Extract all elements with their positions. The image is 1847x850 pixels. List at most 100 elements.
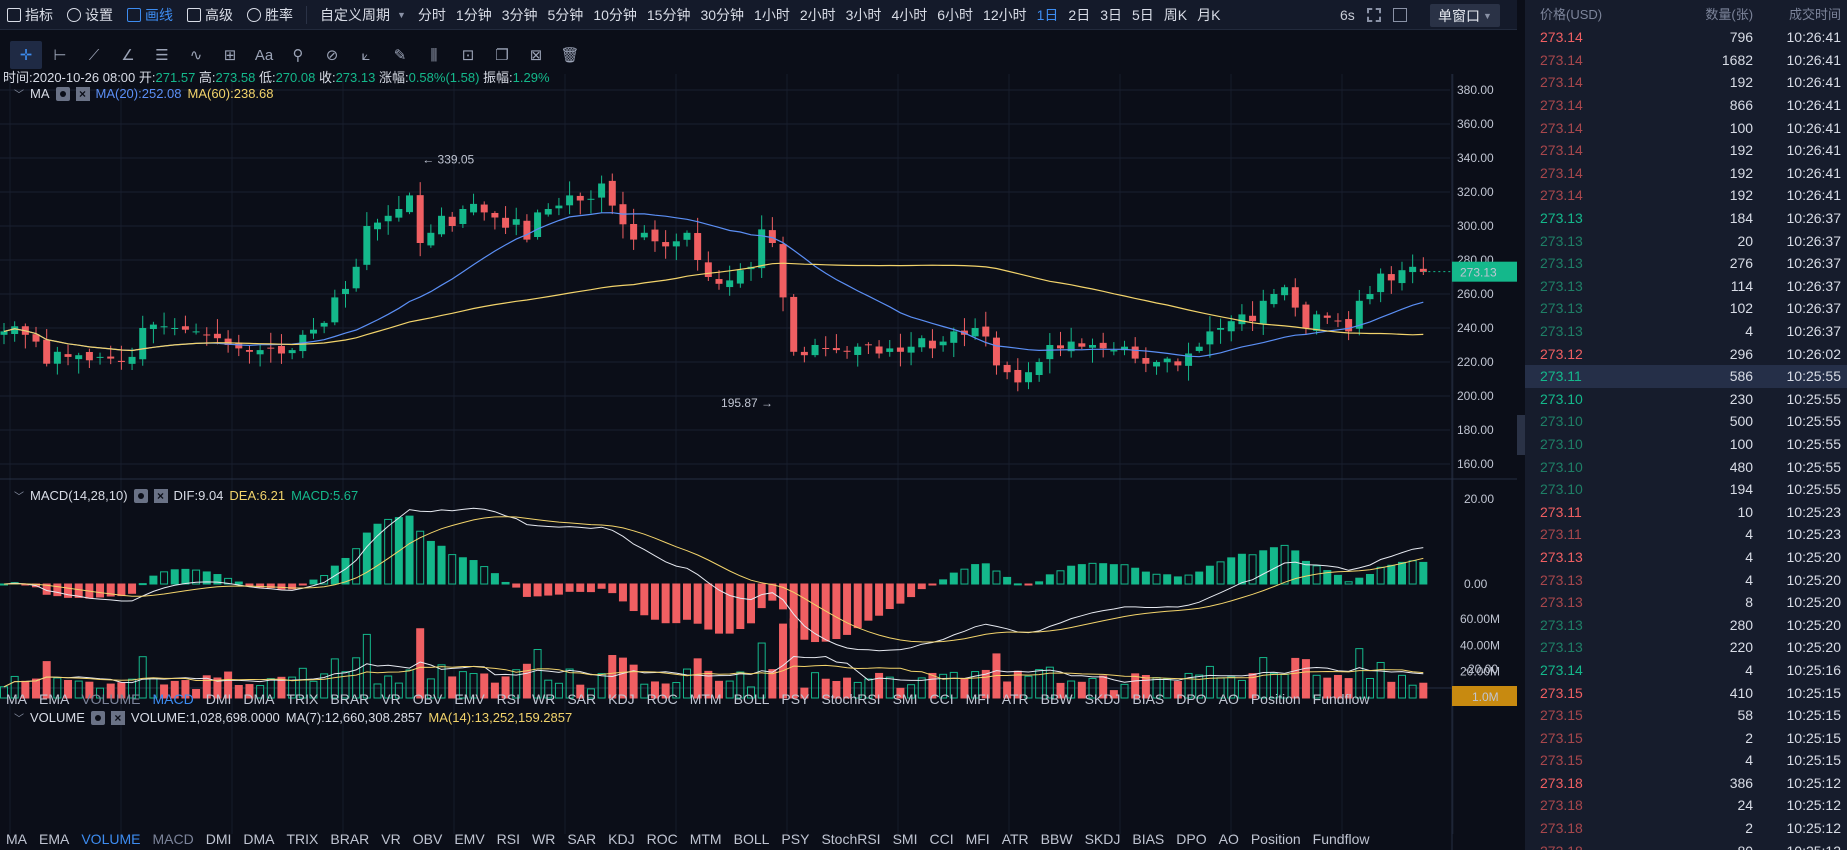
- close-icon[interactable]: ×: [110, 710, 125, 725]
- trade-row[interactable]: 273.15 2 10:25:15: [1525, 726, 1847, 749]
- collapse-chevron-icon[interactable]: ﹀: [14, 492, 24, 503]
- indicator-tab[interactable]: BIAS: [1132, 691, 1165, 707]
- trade-row[interactable]: 273.14 796 10:26:41: [1525, 26, 1847, 49]
- indicator-tab[interactable]: MTM: [689, 691, 722, 707]
- toolbar-item-4[interactable]: 胜率: [240, 0, 300, 30]
- period-option[interactable]: 12小时: [983, 6, 1027, 23]
- trade-row[interactable]: 273.14 192 10:26:41: [1525, 184, 1847, 207]
- period-option[interactable]: 2小时: [799, 6, 836, 23]
- trade-row[interactable]: 273.13 220 10:25:20: [1525, 636, 1847, 659]
- period-option[interactable]: 10分钟: [593, 6, 637, 23]
- window-select[interactable]: 单窗口 ▼: [1430, 4, 1500, 27]
- trade-row[interactable]: 273.10 230 10:25:55: [1525, 388, 1847, 411]
- period-option[interactable]: 1小时: [754, 6, 790, 23]
- toolbar-item-3[interactable]: 高级: [180, 0, 240, 30]
- horizontal-line-tool-icon[interactable]: ⊢: [53, 47, 67, 64]
- period-option[interactable]: 1日: [1036, 6, 1059, 23]
- indicator-tab[interactable]: VOLUME: [81, 691, 141, 707]
- indicator-tab[interactable]: StochRSI: [821, 831, 881, 847]
- period-option[interactable]: 5分钟: [547, 6, 584, 23]
- gear-icon[interactable]: [133, 488, 148, 503]
- popout-icon[interactable]: [1392, 8, 1407, 22]
- indicator-tab[interactable]: BBW: [1040, 691, 1073, 707]
- trade-row[interactable]: 273.10 100 10:25:55: [1525, 433, 1847, 456]
- eraser-tool-icon[interactable]: ⊘: [325, 47, 339, 64]
- indicator-tab[interactable]: BBW: [1040, 831, 1073, 847]
- indicator-tab[interactable]: Fundflow: [1312, 691, 1370, 707]
- period-option[interactable]: 2日: [1068, 6, 1091, 23]
- trade-row[interactable]: 273.13 4 10:25:20: [1525, 546, 1847, 569]
- indicator-tab[interactable]: MTM: [689, 831, 722, 847]
- period-option[interactable]: 月K: [1197, 6, 1221, 23]
- indicator-tab[interactable]: WR: [532, 831, 556, 847]
- trade-row[interactable]: 273.14 192 10:26:41: [1525, 162, 1847, 185]
- trade-row[interactable]: 273.14 866 10:26:41: [1525, 94, 1847, 117]
- toolbar-item-1[interactable]: 设置: [60, 0, 120, 30]
- indicator-tab[interactable]: DPO: [1176, 691, 1207, 707]
- trade-row[interactable]: 273.18 2 10:25:12: [1525, 817, 1847, 840]
- indicator-tab[interactable]: MACD: [152, 691, 194, 707]
- magnet-tool-icon[interactable]: ⚲: [292, 47, 304, 64]
- ruler-tool-icon[interactable]: ⟀: [361, 46, 371, 64]
- indicator-tab[interactable]: AO: [1218, 831, 1239, 847]
- collapse-chevron-icon[interactable]: ﹀: [14, 90, 24, 101]
- indicator-tab[interactable]: MFI: [965, 831, 990, 847]
- indicator-tab[interactable]: StochRSI: [821, 691, 881, 707]
- trade-row[interactable]: 273.13 4 10:26:37: [1525, 320, 1847, 343]
- trade-row[interactable]: 273.14 1682 10:26:41: [1525, 49, 1847, 72]
- trade-row[interactable]: 273.10 194 10:25:55: [1525, 478, 1847, 501]
- indicator-tab[interactable]: RSI: [496, 691, 521, 707]
- indicator-tab[interactable]: MA: [6, 691, 27, 707]
- indicator-tab[interactable]: CCI: [929, 831, 954, 847]
- period-option[interactable]: 1分钟: [455, 6, 492, 23]
- indicator-tab[interactable]: DMA: [243, 691, 275, 707]
- period-option[interactable]: 15分钟: [646, 6, 691, 23]
- lock-tool-icon[interactable]: ⊡: [461, 47, 475, 64]
- trade-row[interactable]: 273.11 4 10:25:23: [1525, 523, 1847, 546]
- trade-row[interactable]: 273.13 114 10:26:37: [1525, 275, 1847, 298]
- indicator-tab[interactable]: ATR: [1001, 831, 1029, 847]
- indicator-tab[interactable]: EMA: [39, 691, 70, 707]
- trade-row[interactable]: 273.18 386 10:25:12: [1525, 772, 1847, 795]
- indicator-tab[interactable]: VOLUME: [81, 831, 141, 847]
- indicator-tab[interactable]: BRAR: [330, 831, 370, 847]
- indicator-tab[interactable]: VR: [381, 831, 401, 847]
- indicator-tab[interactable]: TRIX: [286, 691, 319, 707]
- indicator-tab[interactable]: EMA: [39, 831, 70, 847]
- indicator-tab[interactable]: OBV: [412, 831, 443, 847]
- indicator-tab[interactable]: DMI: [205, 691, 232, 707]
- chart-area[interactable]: 380.00 360.00 340.00 320.00 300.00 280.00 260.…: [0, 70, 1517, 850]
- fib-tool-icon[interactable]: ⫼: [430, 46, 438, 64]
- trade-row[interactable]: 273.15 4 10:25:15: [1525, 749, 1847, 772]
- trade-row[interactable]: 273.14 100 10:26:41: [1525, 116, 1847, 139]
- indicator-tab[interactable]: PSY: [781, 691, 810, 707]
- period-option[interactable]: 30分钟: [700, 6, 745, 23]
- trade-row[interactable]: 273.13 8 10:25:20: [1525, 591, 1847, 614]
- indicator-tab[interactable]: BIAS: [1132, 831, 1165, 847]
- close-icon[interactable]: ×: [75, 86, 90, 101]
- trade-row[interactable]: 273.13 280 10:25:20: [1525, 613, 1847, 636]
- trade-row[interactable]: 273.14 192 10:26:41: [1525, 71, 1847, 94]
- indicator-tab[interactable]: AO: [1218, 691, 1239, 707]
- indicator-tab[interactable]: SKDJ: [1084, 831, 1121, 847]
- indicator-tab[interactable]: WR: [532, 691, 556, 707]
- indicator-tab[interactable]: ROC: [646, 831, 678, 847]
- indicator-tab[interactable]: SAR: [567, 691, 597, 707]
- measure-tool-icon[interactable]: ⊞: [223, 47, 237, 64]
- trend-line-tool-icon[interactable]: ⟋: [88, 46, 100, 64]
- trade-row[interactable]: 273.13 4 10:25:20: [1525, 568, 1847, 591]
- wave-tool-icon[interactable]: ∿: [189, 47, 203, 64]
- trade-row[interactable]: 273.12 296 10:26:02: [1525, 342, 1847, 365]
- toolbar-item-2[interactable]: 画线: [120, 0, 180, 30]
- indicator-tab[interactable]: SAR: [567, 831, 597, 847]
- indicator-tab[interactable]: ROC: [646, 691, 678, 707]
- indicator-tab[interactable]: SMI: [892, 691, 918, 707]
- indicator-tab[interactable]: EMV: [454, 691, 485, 707]
- trade-row[interactable]: 273.188010:25:12: [1525, 839, 1847, 850]
- indicator-tab[interactable]: MFI: [965, 691, 990, 707]
- indicator-tab[interactable]: CCI: [929, 691, 954, 707]
- trade-row[interactable]: 273.10 480 10:25:55: [1525, 455, 1847, 478]
- indicator-tab[interactable]: KDJ: [608, 831, 635, 847]
- trade-row[interactable]: 273.13 102 10:26:37: [1525, 297, 1847, 320]
- trade-row[interactable]: 273.15 58 10:25:15: [1525, 704, 1847, 727]
